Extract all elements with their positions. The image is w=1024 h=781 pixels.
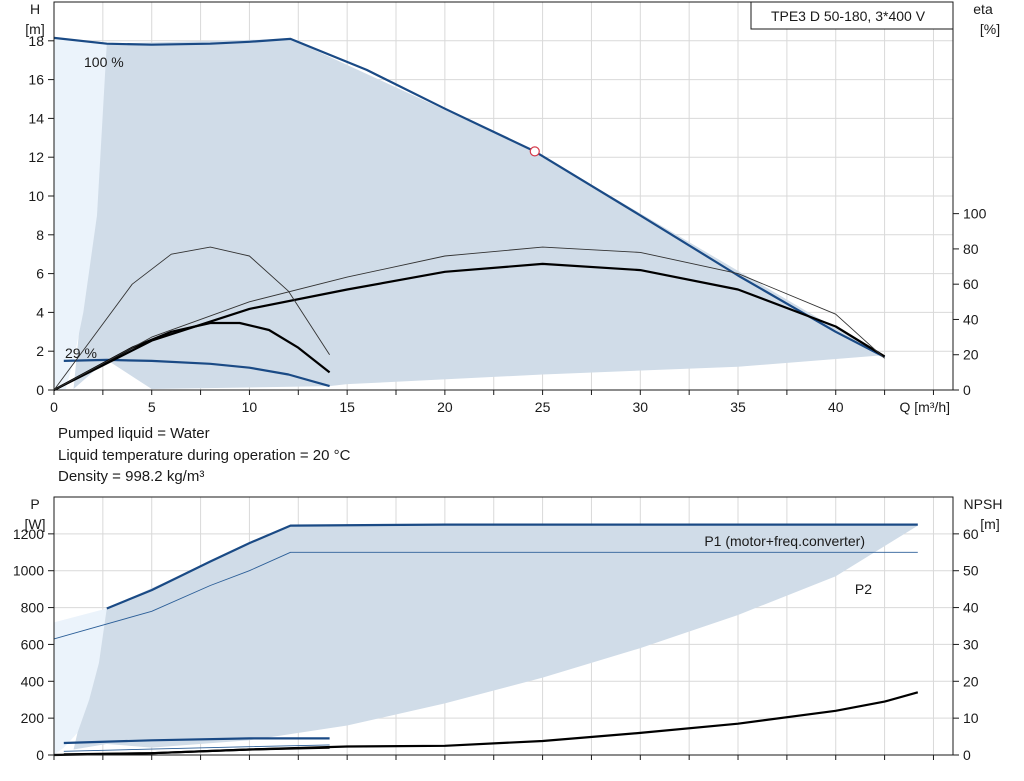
y-right-axis-unit: [%] xyxy=(980,21,1000,37)
y-left-tick-label: 200 xyxy=(21,710,45,726)
y-left-tick-label: 6 xyxy=(36,266,44,282)
y-right-axis-label: eta xyxy=(973,1,993,17)
x-tick-label: 35 xyxy=(730,399,746,415)
plot-frame xyxy=(53,496,954,756)
chart-title: TPE3 D 50-180, 3*400 V xyxy=(771,8,926,24)
power-npsh-chart: 0 200 400 600 800 1000 1200 0 10 20 30 40 50 60 P [W] NP… xyxy=(13,496,1003,763)
y-left-tick-label: 600 xyxy=(21,636,45,652)
series-line-29- xyxy=(63,358,330,388)
y-left-axis-unit: [m] xyxy=(25,21,44,37)
y-left-tick-label: 14 xyxy=(28,110,44,126)
series-line-p2 xyxy=(53,551,918,640)
x-axis-label: Q [m³/h] xyxy=(899,399,950,415)
y-left-tick-label: 10 xyxy=(28,188,44,204)
duty-point-marker xyxy=(529,146,540,157)
y-left-tick-label: 400 xyxy=(21,673,45,689)
liquid-info: Pumped liquid = Water Liquid temperature… xyxy=(58,423,350,488)
y-right-axis-label: NPSH xyxy=(964,496,1003,512)
y-left-axis-label: H xyxy=(30,1,40,17)
annotation-100-percent: 100 % xyxy=(84,54,124,70)
y-right-tick-label: 20 xyxy=(963,347,979,363)
y-left-tick-label: 18 xyxy=(28,33,44,49)
x-tick-label: 25 xyxy=(535,399,551,415)
liquid-info-temperature: Liquid temperature during operation = 20… xyxy=(58,446,351,464)
y-right-tick-label: 20 xyxy=(963,673,979,689)
y-right-tick-label: 10 xyxy=(963,710,979,726)
y-left-axis-label: P xyxy=(30,496,39,512)
y-right-tick-label: 100 xyxy=(963,206,987,222)
series-line-npsh-29- xyxy=(63,746,330,756)
annotation-29-percent: 29 % xyxy=(65,345,97,361)
y-left-tick-label: 1000 xyxy=(13,563,44,579)
chart-title-box xyxy=(750,1,954,30)
y-left-tick-label: 1200 xyxy=(13,526,44,542)
region-operating-area xyxy=(73,525,918,750)
liquid-info-density: Density = 998.2 kg/m³ xyxy=(58,468,205,485)
region-low-flow-area xyxy=(54,38,107,391)
series-line-p1-motor-freq-converter- xyxy=(106,523,918,610)
y-right-axis-unit: [m] xyxy=(980,516,999,532)
series-line-100- xyxy=(53,36,886,358)
head-efficiency-chart: 0 2 4 6 8 10 12 14 16 18 0 20 40 60 80 100 0 5 10 15 20 25 30 3… xyxy=(25,1,1000,415)
x-tick-label: 40 xyxy=(828,399,844,415)
y-right-tick-label: 60 xyxy=(963,526,979,542)
y-right-tick-label: 60 xyxy=(963,276,979,292)
x-tick-label: 15 xyxy=(339,399,355,415)
y-right-tick-label: 40 xyxy=(963,311,979,327)
y-left-tick-label: 8 xyxy=(36,227,44,243)
y-left-tick-label: 2 xyxy=(36,343,44,359)
y-right-tick-label: 40 xyxy=(963,600,979,616)
x-tick-label: 20 xyxy=(437,399,453,415)
series-line-p2-29- xyxy=(63,744,330,752)
annotation-p2: P2 xyxy=(855,581,872,597)
x-tick-label: 5 xyxy=(148,399,156,415)
y-left-axis-unit: [W] xyxy=(25,516,46,532)
y-left-tick-label: 0 xyxy=(36,747,44,763)
y-right-tick-label: 50 xyxy=(963,563,979,579)
y-right-tick-label: 30 xyxy=(963,636,979,652)
x-tick-label: 10 xyxy=(242,399,258,415)
y-left-tick-label: 4 xyxy=(36,304,44,320)
y-left-tick-label: 800 xyxy=(21,600,45,616)
y-left-tick-label: 12 xyxy=(28,149,44,165)
series-line-eta-thin-100- xyxy=(53,246,885,391)
series-line-p1-29- xyxy=(63,737,330,745)
region-operating-area xyxy=(73,38,885,390)
x-tick-label: 0 xyxy=(50,399,58,415)
region-low-flow-area xyxy=(54,608,107,755)
liquid-info-pumped: Pumped liquid = Water xyxy=(58,425,210,442)
x-tick-label: 30 xyxy=(633,399,649,415)
annotation-p1: P1 (motor+freq.converter) xyxy=(704,533,865,549)
y-left-tick-label: 16 xyxy=(28,72,44,88)
y-right-tick-label: 0 xyxy=(963,382,971,398)
y-left-tick-label: 0 xyxy=(36,382,44,398)
y-right-tick-label: 80 xyxy=(963,241,979,257)
y-right-tick-label: 0 xyxy=(963,747,971,763)
series-line-eta-thin-29- xyxy=(53,246,330,391)
